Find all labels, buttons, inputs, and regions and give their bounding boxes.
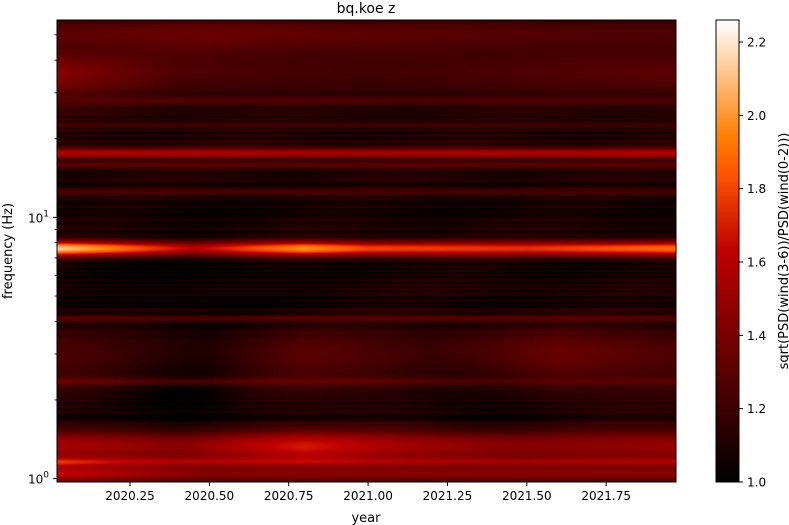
colorbar [716, 20, 739, 482]
colorbar-frame [715, 19, 740, 483]
heatmap-area [57, 20, 676, 482]
y-tick-exponent: 0 [43, 471, 49, 481]
plot-frame [56, 19, 677, 483]
colorbar-tick-label: 1.4 [747, 329, 766, 343]
x-tick-label: 2021.50 [502, 489, 552, 503]
colorbar-tick-label: 1.6 [747, 256, 766, 270]
y-tick-label: 100 [28, 471, 49, 487]
y-tick-base: 10 [28, 473, 43, 487]
x-axis-label: year [351, 511, 381, 525]
colorbar-area [716, 20, 739, 482]
y-axis-label: frequency (Hz) [1, 203, 16, 299]
colorbar-label: sqrt(PSD(wind(3-6))/PSD(wind(0-2))) [777, 133, 789, 370]
colorbar-tick-label: 1.0 [747, 476, 766, 490]
y-tick-label: 101 [28, 209, 49, 225]
colorbar-axis: 1.0 1.2 1.4 1.6 1.8 2.0 2.2 [739, 36, 766, 490]
y-tick-exponent: 1 [43, 209, 49, 219]
x-tick-label: 2020.50 [185, 489, 235, 503]
y-tick-base: 10 [28, 211, 43, 225]
x-axis: 2020.25 2020.50 2020.75 2021.00 2021.25 2021.… [105, 482, 631, 503]
colorbar-tick-label: 1.2 [747, 402, 766, 416]
x-tick-label: 2021.75 [581, 489, 631, 503]
colorbar-tick-label: 1.8 [747, 182, 766, 196]
heatmap [57, 20, 676, 482]
colorbar-tick-label: 2.2 [747, 36, 766, 50]
x-tick-label: 2020.25 [105, 489, 155, 503]
x-tick-label: 2020.75 [264, 489, 314, 503]
x-tick-label: 2021.00 [343, 489, 393, 503]
colorbar-tick-label: 2.0 [747, 109, 766, 123]
chart-title: bq.koe z [337, 1, 396, 17]
x-tick-label: 2021.25 [423, 489, 473, 503]
